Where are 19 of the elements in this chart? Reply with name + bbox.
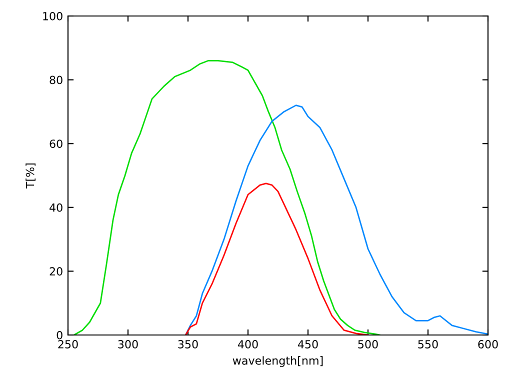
- x-tick-label: 500: [358, 340, 378, 348]
- x-tick-label: 300: [118, 340, 138, 348]
- y-tick-label: 0: [56, 330, 62, 340]
- y-tick-label: 100: [43, 12, 62, 20]
- x-tick-label: 400: [238, 340, 258, 348]
- line-series: [73, 60, 381, 335]
- y-tick-label: 40: [50, 203, 62, 212]
- x-tick-label: 250: [58, 340, 78, 348]
- y-axis-title: T[%]: [26, 163, 36, 189]
- x-tick-label: 600: [478, 340, 498, 348]
- line-series: [184, 104, 488, 335]
- x-tick-label: 550: [418, 340, 438, 348]
- y-tick-label: 20: [50, 267, 62, 276]
- x-tick-label: 350: [178, 340, 198, 348]
- x-tick-label: 450: [298, 340, 318, 348]
- y-tick-label: 80: [50, 76, 62, 84]
- line-series: [184, 182, 369, 335]
- y-tick-label: 60: [50, 140, 62, 148]
- x-axis-title: wavelength[nm]: [232, 356, 323, 367]
